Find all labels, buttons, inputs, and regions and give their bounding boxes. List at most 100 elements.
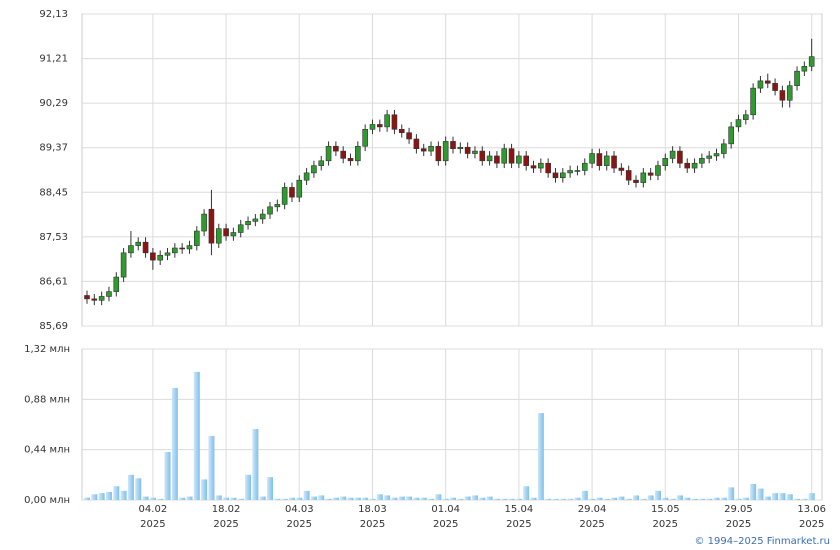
volume-bar (662, 497, 669, 500)
candle-body (157, 254, 163, 261)
volume-bar (135, 478, 142, 500)
volume-bar (457, 498, 464, 500)
candle-body (472, 150, 478, 154)
x-tick-label: 04.03 2025 (285, 504, 314, 530)
volume-bar (801, 498, 808, 500)
volume-bar (493, 498, 500, 500)
volume-bar (596, 497, 603, 500)
volume-bar (369, 498, 376, 500)
candle-body (333, 145, 339, 152)
volume-bar (515, 498, 522, 500)
volume-bar (281, 498, 288, 500)
candle-body (764, 80, 771, 84)
volume-bar (193, 371, 200, 500)
volume-bar (157, 498, 164, 500)
volume-bar (208, 435, 215, 500)
volume-bar (684, 497, 691, 500)
volume-bar (567, 498, 574, 500)
volume-bar (362, 497, 369, 500)
volume-bar (223, 497, 230, 500)
x-tick-label: 18.02 2025 (212, 504, 241, 530)
candle-body (98, 296, 105, 301)
y2-tick-label: 0,44 млн (24, 445, 70, 456)
candle-body (464, 146, 471, 154)
candle-body (589, 153, 595, 164)
candle-body (267, 206, 273, 215)
y-tick-label: 88,45 (39, 187, 68, 198)
volume-bar (252, 429, 259, 500)
volume-bar (391, 497, 398, 500)
volume-bar (84, 497, 90, 500)
volume-bar (779, 493, 786, 500)
candle-body (113, 276, 120, 292)
volume-bar (354, 497, 361, 500)
candle-body (794, 70, 800, 87)
volume-bar (471, 495, 478, 500)
y2-tick-label: 1,32 млн (24, 344, 70, 355)
x-tick-label: 01.04 2025 (431, 504, 460, 530)
candle-body (699, 158, 705, 164)
volume-bar (611, 497, 618, 500)
candle-body (603, 155, 610, 166)
candle-body (538, 162, 544, 169)
candle-body (384, 114, 390, 128)
x-tick-label: 04.02 2025 (139, 504, 168, 530)
volume-bar (713, 497, 720, 500)
volume-bar (530, 497, 537, 500)
candle-body (245, 221, 251, 226)
volume-bar (750, 483, 757, 500)
candle-body (237, 224, 244, 233)
volume-bar (267, 477, 273, 500)
volume-bar (215, 495, 222, 500)
y-tick-label: 86,61 (39, 276, 68, 287)
volume-bar (288, 497, 295, 500)
candle-body (150, 252, 156, 261)
candle-body (721, 143, 727, 154)
volume-bar (486, 496, 493, 500)
volume-bar (310, 496, 317, 500)
volume-bar (772, 493, 779, 500)
volume-bar (794, 498, 801, 500)
x-tick-label: 15.04 2025 (505, 504, 534, 530)
candle-body (428, 145, 434, 152)
candle-body (420, 148, 427, 152)
volume-bar (669, 498, 676, 500)
volume-bar (728, 487, 735, 500)
candle-body (413, 138, 420, 149)
volume-bar (237, 498, 244, 500)
volume-bar (676, 495, 683, 500)
price-frame (81, 13, 823, 327)
candle-body (508, 148, 515, 164)
candle-body (801, 66, 808, 72)
candle-body (142, 241, 149, 254)
volume-bar (105, 491, 112, 500)
candle-body (552, 172, 559, 179)
candle-body (596, 153, 603, 166)
candle-body (640, 172, 647, 183)
volume-bar (647, 495, 654, 500)
candle-body (545, 162, 551, 174)
volume-bar (501, 498, 508, 500)
volume-bar (340, 496, 347, 500)
candle-body (655, 165, 661, 176)
volume-bar (186, 496, 193, 500)
volume-bar (559, 498, 566, 500)
volume-bar (757, 488, 764, 500)
candle-body (281, 187, 288, 205)
volume-frame (81, 348, 823, 501)
volume-bar (230, 497, 237, 500)
candle-body (501, 148, 508, 164)
volume-bar (574, 497, 581, 500)
volume-bar (742, 497, 749, 500)
candle-body (362, 129, 368, 147)
volume-bar (171, 387, 178, 500)
volume-bar (406, 496, 413, 500)
candle-body (450, 141, 456, 149)
candle-body (457, 146, 464, 149)
candle-body (581, 162, 588, 171)
candle-body (611, 155, 617, 169)
candle-body (713, 153, 720, 157)
candle-body (633, 179, 639, 183)
candle-body (742, 114, 749, 120)
volume-bar (245, 474, 252, 500)
